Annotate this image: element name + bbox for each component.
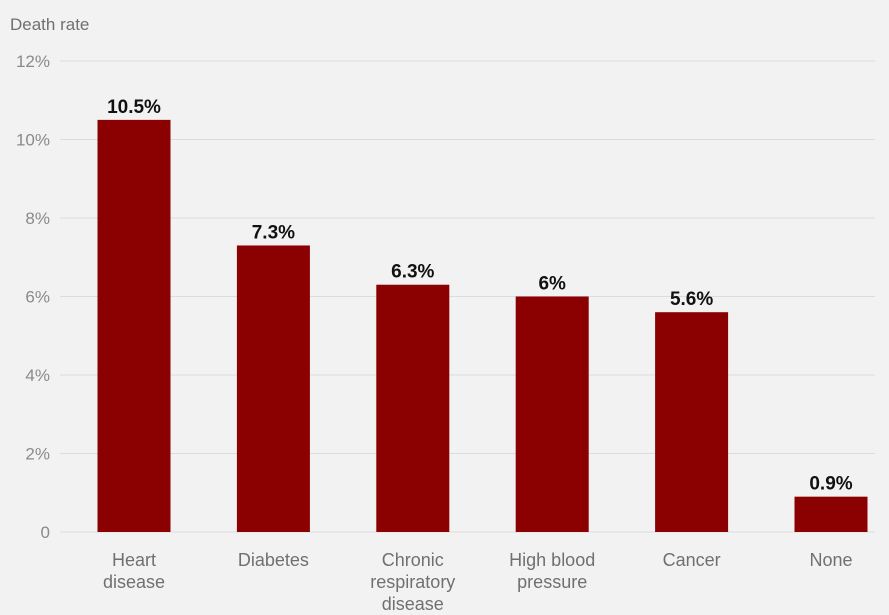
x-category-label: None (809, 550, 852, 570)
x-category-label: Chronic respiratory disease (370, 550, 455, 614)
y-axis-title: Death rate (10, 15, 89, 34)
y-tick-label: 0 (41, 523, 50, 542)
value-labels: 10.5% 7.3% 6.3% 6% 5.6% 0.9% (107, 97, 853, 495)
bar (236, 245, 310, 532)
bar (376, 284, 450, 532)
y-axis-ticks: 0 2% 4% 6% 8% 10% 12% (16, 52, 50, 542)
x-category-label: Diabetes (238, 550, 309, 570)
x-category-label: Cancer (663, 550, 721, 570)
y-tick-label: 4% (25, 366, 50, 385)
x-category-label: High blood pressure (509, 550, 595, 592)
bar (794, 496, 868, 532)
bar (515, 296, 589, 532)
y-tick-label: 12% (16, 52, 50, 71)
bar-value-label: 0.9% (809, 474, 852, 495)
bar-value-label: 7.3% (252, 222, 295, 243)
x-axis-labels: Heart disease Diabetes Chronic respiratory di… (103, 550, 853, 614)
bars (97, 119, 868, 532)
bar-value-label: 5.6% (670, 289, 713, 310)
bar (97, 119, 171, 532)
y-tick-label: 10% (16, 131, 50, 150)
bar (655, 312, 729, 532)
bar-value-label: 6% (538, 274, 566, 295)
y-tick-label: 8% (25, 209, 50, 228)
y-tick-label: 2% (25, 445, 50, 464)
y-tick-label: 6% (25, 288, 50, 307)
bar-value-label: 10.5% (107, 97, 161, 118)
x-category-label: Heart disease (103, 550, 165, 592)
bar-value-label: 6.3% (391, 262, 434, 283)
gridlines (60, 60, 875, 533)
